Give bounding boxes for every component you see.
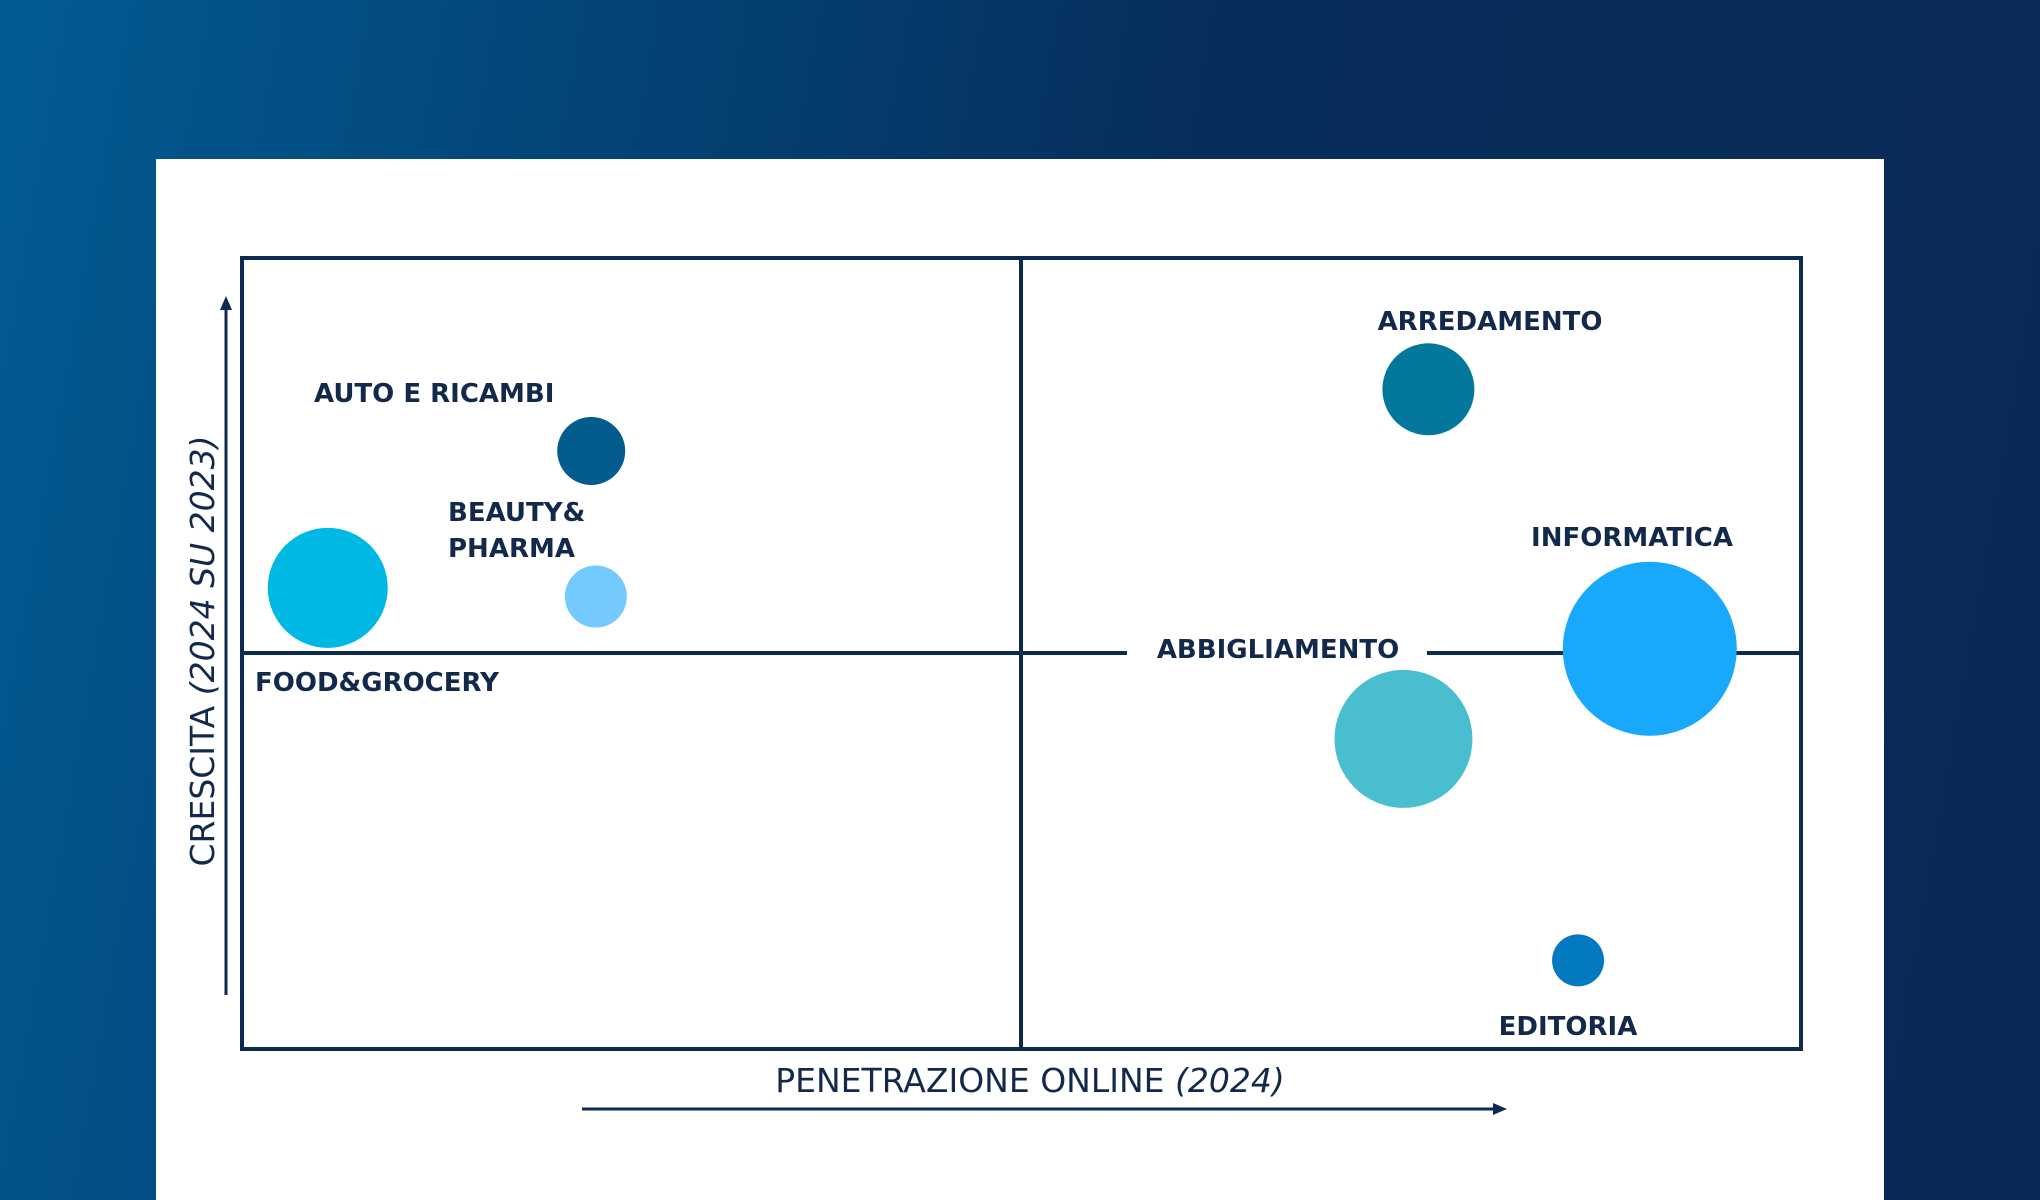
abbigliamento-label-gap	[1127, 636, 1427, 670]
bubble-informatica	[1562, 561, 1737, 736]
label-arredamento: ARREDAMENTO	[1378, 307, 1603, 337]
y-axis-arrow-head	[220, 296, 232, 310]
x-axis-label-suffix: (2024)	[1175, 1061, 1285, 1100]
label-editoria: EDITORIA	[1499, 1012, 1638, 1042]
y-axis-label: CRESCITA (2024 SU 2023)	[183, 435, 222, 866]
bubble-arredamento	[1382, 343, 1475, 436]
label-abbigliamento: ABBIGLIAMENTO	[1157, 635, 1399, 665]
y-axis-label-suffix: (2024 SU 2023)	[183, 435, 222, 695]
x-axis-arrow-head	[1493, 1103, 1507, 1115]
x-axis-label: PENETRAZIONE ONLINE (2024)	[775, 1061, 1285, 1100]
bubbles	[267, 343, 1737, 987]
label-informatica: INFORMATICA	[1531, 523, 1733, 553]
label-auto-e-ricambi: AUTO E RICAMBI	[314, 379, 554, 409]
bubble-auto-e-ricambi	[557, 417, 626, 486]
label-food-grocery: FOOD&GROCERY	[255, 668, 500, 698]
y-axis-label-main: CRESCITA	[183, 705, 222, 866]
x-axis-label-main: PENETRAZIONE ONLINE	[775, 1061, 1164, 1100]
bubble-beauty-pharma	[564, 565, 627, 628]
bubble-food-grocery	[267, 527, 388, 648]
bubble-editoria	[1552, 934, 1605, 987]
label-beauty-line2: PHARMA	[448, 534, 575, 564]
label-beauty-line1: BEAUTY&	[448, 498, 585, 528]
bubble-abbigliamento	[1334, 669, 1473, 808]
